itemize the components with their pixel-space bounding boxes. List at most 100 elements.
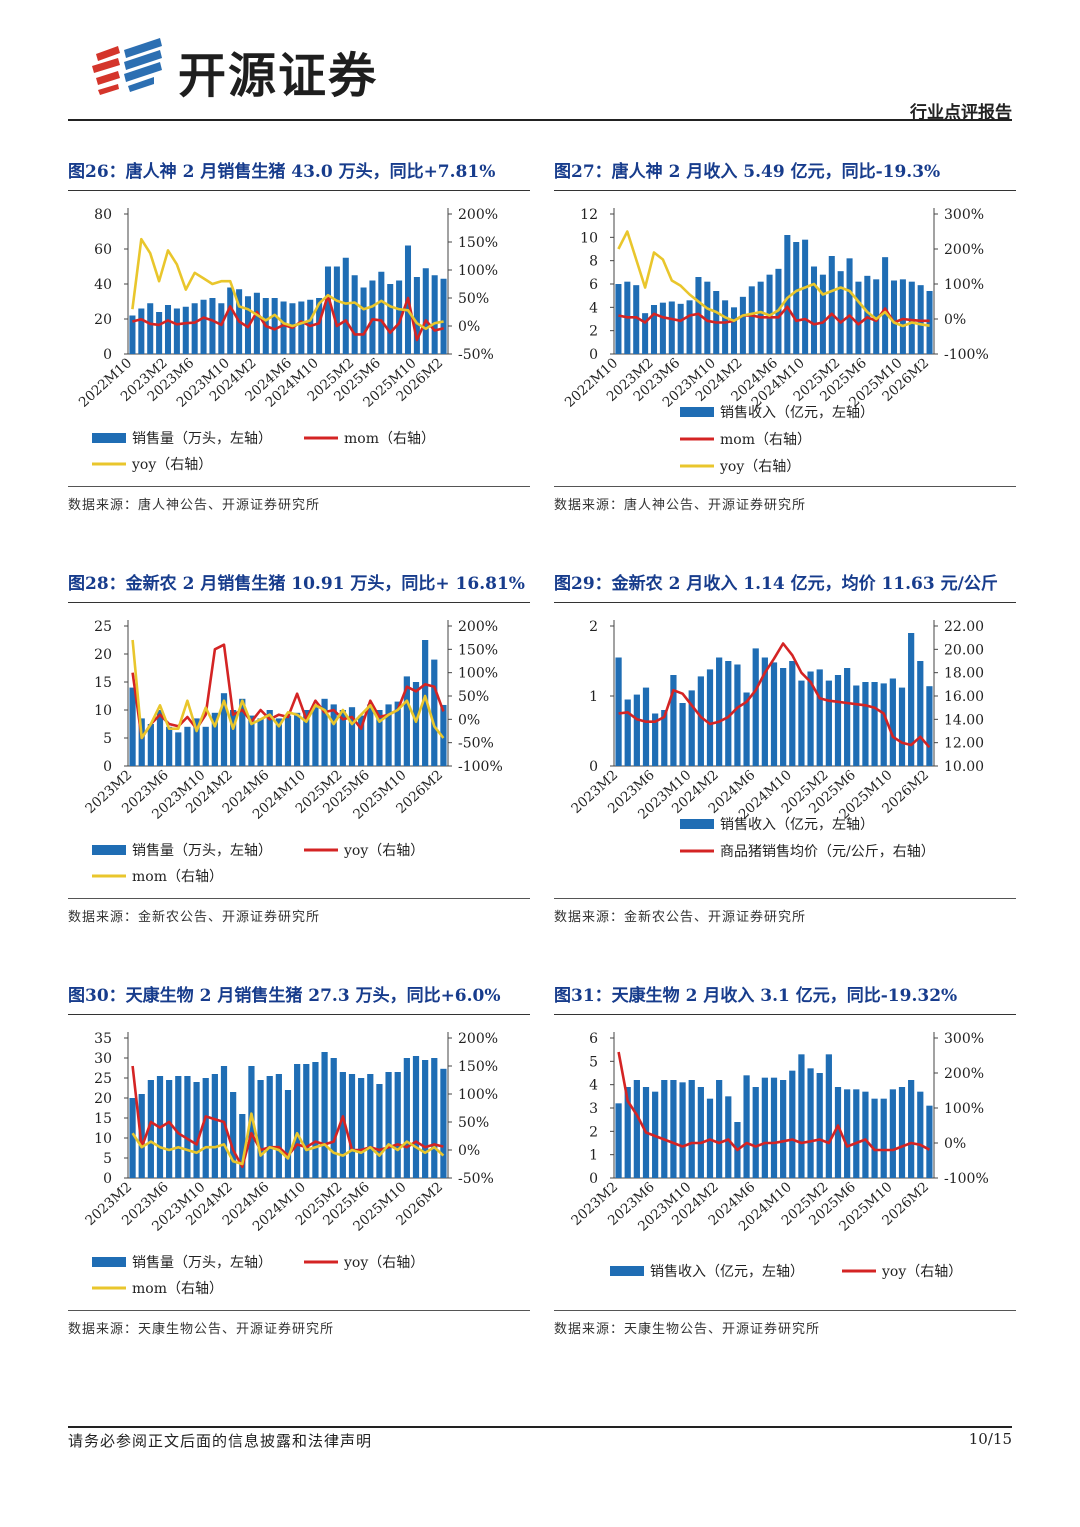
bar <box>880 683 887 766</box>
bar <box>211 712 218 766</box>
bar <box>271 298 278 354</box>
bar <box>862 682 869 766</box>
company-logo <box>92 38 162 95</box>
bar <box>855 281 862 354</box>
bar <box>422 268 429 354</box>
bar <box>394 701 401 766</box>
bar <box>257 718 264 766</box>
bar <box>704 281 711 354</box>
bar <box>908 1080 915 1178</box>
bar <box>193 718 200 766</box>
figure-31-chart: 0123456-100%0%100%200%300%2023M22023M620… <box>568 1031 988 1280</box>
bar <box>403 1058 410 1178</box>
bar <box>248 715 255 766</box>
bar <box>615 284 622 354</box>
figure-29-divider <box>554 898 1016 899</box>
bar <box>330 704 337 766</box>
right-tick-label: -50% <box>458 347 494 363</box>
figure-31-source: 数据来源：天康生物公告、开源证券研究所 <box>554 1322 821 1337</box>
bar <box>650 305 658 354</box>
bar <box>748 286 755 354</box>
bar <box>147 724 154 766</box>
left-tick-label: 20 <box>94 647 112 663</box>
right-tick-label: -100% <box>458 759 503 775</box>
bar <box>679 703 686 766</box>
legend-label: yoy（右轴） <box>343 1255 424 1271</box>
bar <box>367 1074 374 1178</box>
series-line-2 <box>131 639 445 740</box>
bar <box>834 1087 842 1178</box>
bar <box>873 279 880 354</box>
bar <box>440 1068 447 1178</box>
bar <box>138 308 145 354</box>
bar <box>743 692 750 766</box>
legend-bar-swatch <box>92 1257 126 1267</box>
bar <box>752 1087 759 1178</box>
figure-30-title: 图30：天康生物 2 月销售生猪 27.3 万头，同比+6.0% <box>68 980 530 1015</box>
right-tick-label: 14.00 <box>944 712 984 728</box>
figure-26-source: 数据来源：唐人神公告、开源证券研究所 <box>68 498 321 513</box>
legend-label: yoy（右轴） <box>131 457 212 473</box>
bar <box>202 726 209 766</box>
bar <box>730 307 738 354</box>
bar <box>333 266 340 354</box>
bar <box>761 1077 768 1178</box>
left-tick-label: 1 <box>589 1148 598 1164</box>
bar <box>422 1060 429 1178</box>
bar <box>722 300 729 354</box>
figure-26-title: 图26：唐人神 2 月销售生猪 43.0 万头，同比+7.81% <box>68 156 530 191</box>
left-tick-label: 10 <box>580 230 598 246</box>
left-tick-label: 8 <box>589 254 598 270</box>
figure-28-source: 数据来源：金新农公告、开源证券研究所 <box>68 910 321 925</box>
bar <box>385 1072 392 1178</box>
right-tick-label: 50% <box>458 291 489 307</box>
legend-label: 商品猪销售均价（元/公斤，右轴） <box>720 844 935 860</box>
bar <box>182 306 189 354</box>
bar <box>889 1089 896 1178</box>
bar <box>280 301 287 354</box>
bar <box>394 1072 401 1178</box>
bar <box>376 1084 383 1178</box>
right-tick-label: 200% <box>458 619 498 635</box>
left-tick-label: 2 <box>589 619 598 635</box>
bar <box>789 661 796 766</box>
bar <box>816 1073 823 1178</box>
bar <box>284 715 292 766</box>
legend-bar-swatch <box>680 407 714 417</box>
bar <box>220 693 228 766</box>
bar <box>330 1058 337 1178</box>
right-tick-label: 0% <box>458 712 480 728</box>
bar <box>211 1074 218 1178</box>
left-tick-label: 40 <box>94 277 112 293</box>
right-tick-label: 150% <box>458 1059 498 1075</box>
footer-disclaimer: 请务必参阅正文后面的信息披露和法律声明 <box>68 1432 373 1450</box>
bar <box>670 1080 677 1178</box>
bar <box>321 698 328 766</box>
left-tick-label: 25 <box>94 619 112 635</box>
bar <box>342 257 349 354</box>
bar <box>706 669 714 766</box>
left-tick-label: 35 <box>94 1031 112 1047</box>
bar <box>642 313 649 354</box>
bar <box>348 1074 356 1178</box>
bar <box>378 271 385 354</box>
legend-label: 销售收入（亿元，左轴） <box>720 405 874 421</box>
bar <box>834 675 842 766</box>
bar <box>440 704 447 766</box>
bar <box>275 1074 282 1178</box>
figure-31-panel: 图31：天康生物 2 月收入 3.1 亿元，同比-19.32% 0 1 2 3 4 5 6 -… <box>554 980 1016 1360</box>
bar <box>339 1072 346 1178</box>
right-tick-label: 0% <box>458 1143 480 1159</box>
bar <box>294 712 301 766</box>
bar <box>312 707 319 766</box>
right-tick-label: 200% <box>944 242 984 258</box>
legend-bar-swatch <box>92 845 126 855</box>
bar <box>882 257 889 354</box>
series-line-2 <box>617 230 930 328</box>
left-tick-label: 3 <box>589 1101 598 1117</box>
left-tick-label: 15 <box>94 1111 112 1127</box>
right-tick-label: 22.00 <box>944 619 984 635</box>
bar <box>853 685 860 766</box>
bar <box>316 298 323 354</box>
bar <box>899 279 906 354</box>
